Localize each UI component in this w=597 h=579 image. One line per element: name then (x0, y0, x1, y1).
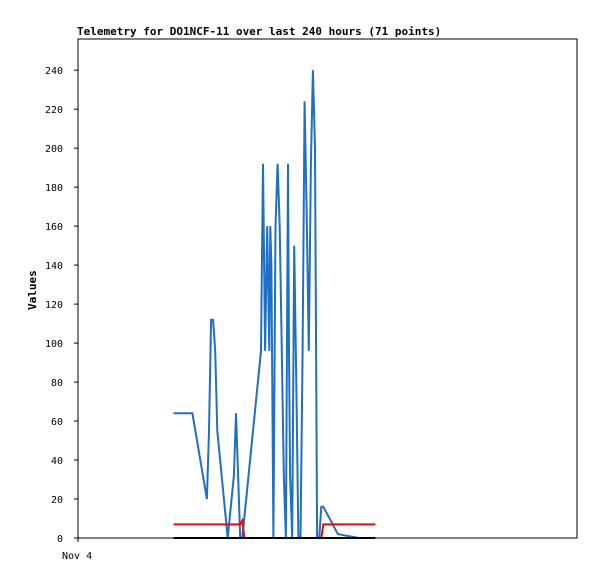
y-axis-ticks: 0 20 40 60 80 100 120 140 160 180 200 220 240 (45, 66, 78, 545)
chart-title: Telemetry for DO1NCF-11 over last 240 ho… (77, 25, 441, 38)
y-tick-label: 120 (45, 300, 63, 311)
y-tick-label: 220 (45, 105, 63, 116)
plot-area (77, 38, 578, 539)
y-tick-label: 100 (45, 339, 63, 350)
series-lines (173, 70, 376, 539)
y-tick-label: 240 (45, 66, 63, 77)
series-line-1 (173, 70, 359, 539)
y-tick-label: 140 (45, 261, 63, 272)
y-tick-label: 0 (57, 534, 63, 545)
y-tick-label: 160 (45, 222, 63, 233)
y-tick-label: 80 (51, 378, 63, 389)
y-tick-label: 20 (51, 495, 63, 506)
y-tick-label: 200 (45, 144, 63, 155)
x-axis-ticks: Nov 4 (62, 538, 92, 562)
y-tick-label: 60 (51, 417, 63, 428)
y-axis-label: Values (26, 270, 39, 310)
y-tick-label: 40 (51, 456, 63, 467)
y-tick-label: 180 (45, 183, 63, 194)
x-tick-label: Nov 4 (62, 551, 92, 562)
